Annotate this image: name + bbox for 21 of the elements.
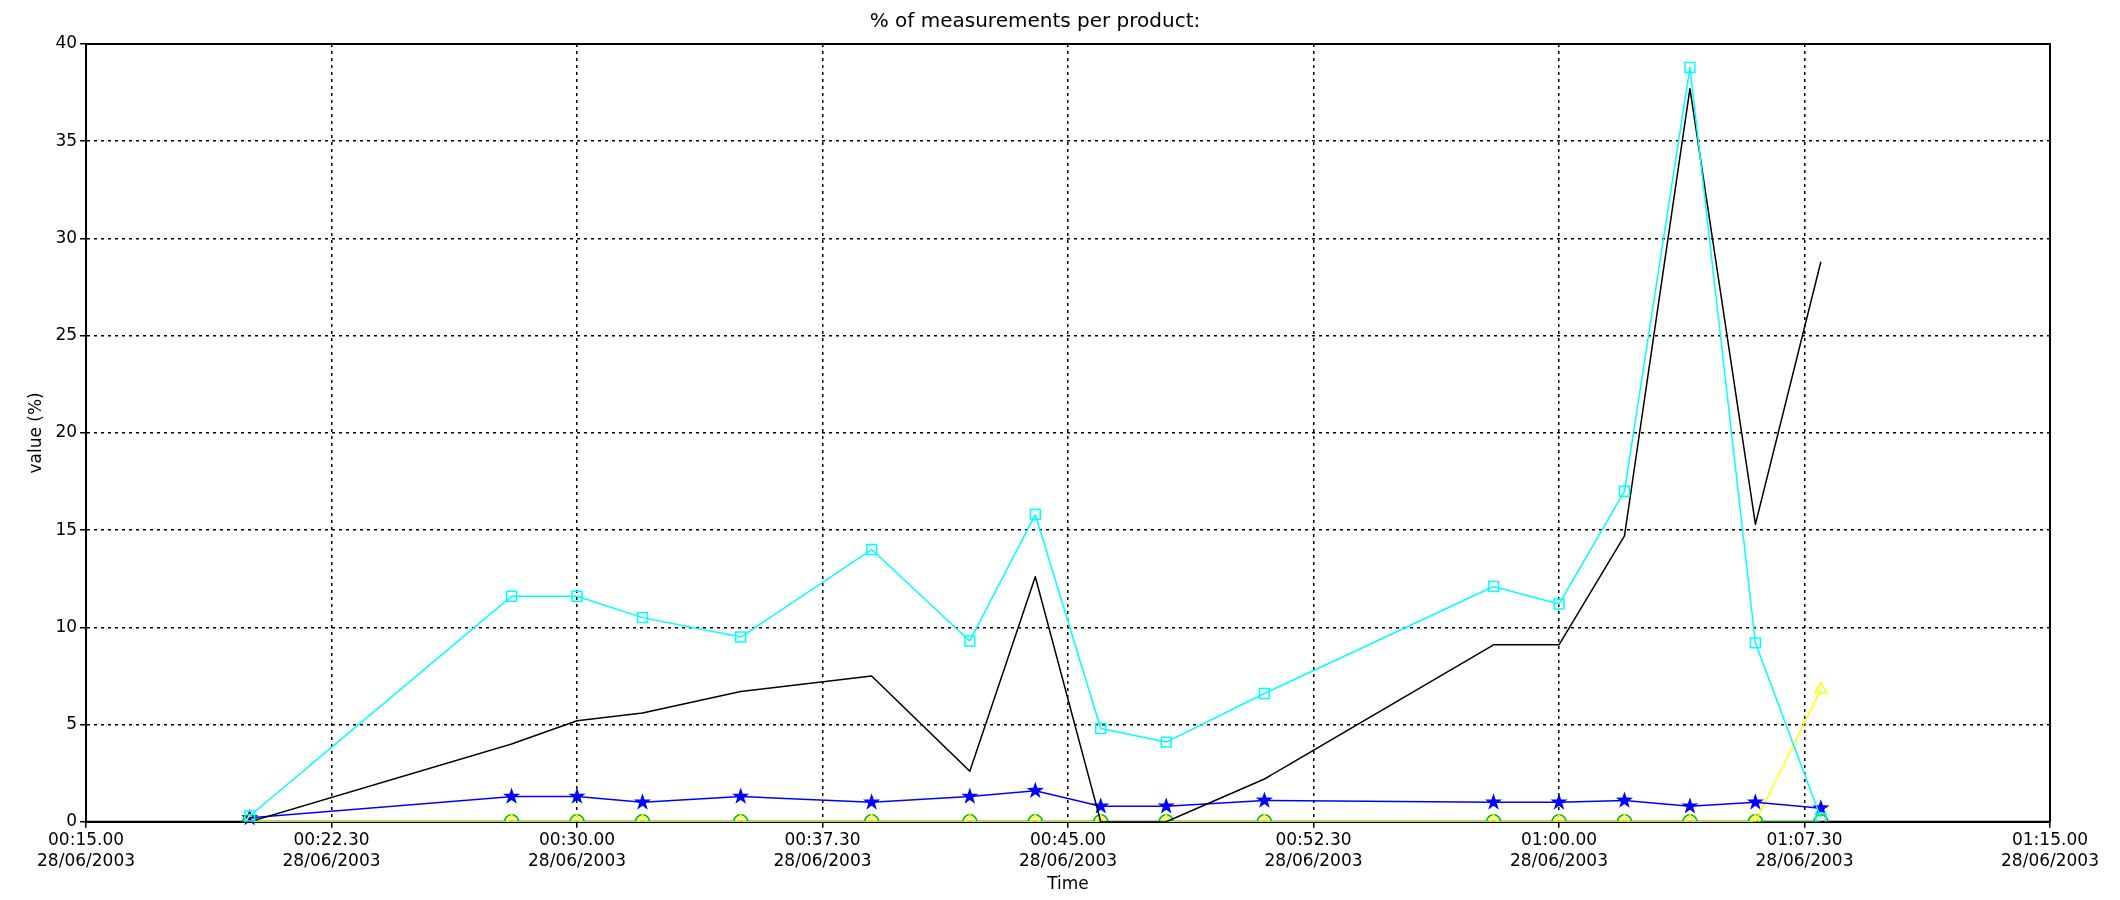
x-tick-label: 01:00.00 28/06/2003 [1510,829,1608,870]
y-tick-label: 20 [55,421,78,442]
y-tick-label: 40 [55,32,78,53]
y-axis-title: value (%) [24,392,45,474]
chart-title: % of measurements per product: [869,8,1201,33]
x-tick-label: 00:30.00 28/06/2003 [528,829,627,870]
x-tick-label: 00:52.30 28/06/2003 [1264,829,1363,870]
x-axis-title: Time [1046,873,1089,894]
y-tick-label: 15 [55,518,78,539]
y-tick-label: 10 [55,615,78,636]
x-tick-label: 00:37.30 28/06/2003 [773,829,872,870]
y-tick-label: 35 [55,129,78,150]
x-tick-label: 00:15.00 28/06/2003 [37,829,136,870]
y-tick-label: 25 [55,324,78,345]
x-tick-label: 01:15.00 28/06/2003 [2001,829,2099,870]
y-tick-label: 5 [66,713,78,733]
x-tick-label: 00:45.00 28/06/2003 [1019,829,1118,870]
x-tick-label: 00:22.30 28/06/2003 [282,829,381,870]
x-tick-label: 01:07.30 28/06/2003 [1755,829,1854,870]
y-tick-label: 30 [55,226,78,247]
y-tick-label: 0 [66,810,78,831]
